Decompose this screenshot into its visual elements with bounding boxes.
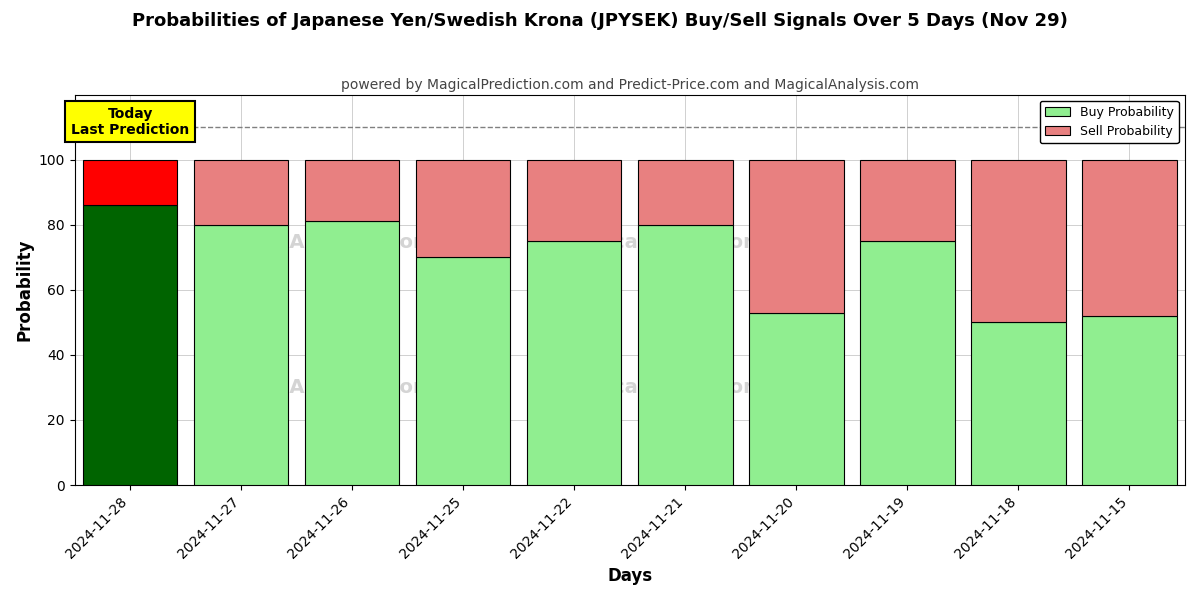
Text: Today
Last Prediction: Today Last Prediction [71,107,190,137]
Bar [416,257,510,485]
Bar [305,160,400,221]
Bar [860,241,955,485]
Text: Probabilities of Japanese Yen/Swedish Krona (JPYSEK) Buy/Sell Signals Over 5 Day: Probabilities of Japanese Yen/Swedish Kr… [132,12,1068,30]
Bar [860,160,955,241]
Bar [638,160,732,225]
Bar [83,160,178,205]
Bar [416,160,510,257]
X-axis label: Days: Days [607,567,653,585]
Bar [194,160,288,225]
Text: MagicalAnalysis.com: MagicalAnalysis.com [205,378,433,397]
Bar [749,160,844,313]
Bar [83,205,178,485]
Bar [305,221,400,485]
Text: MagicalPrediction.com: MagicalPrediction.com [560,378,810,397]
Bar [638,225,732,485]
Legend: Buy Probability, Sell Probability: Buy Probability, Sell Probability [1040,101,1178,143]
Text: MagicalPrediction.com: MagicalPrediction.com [560,233,810,253]
Bar [749,313,844,485]
Bar [527,241,622,485]
Bar [194,225,288,485]
Title: powered by MagicalPrediction.com and Predict-Price.com and MagicalAnalysis.com: powered by MagicalPrediction.com and Pre… [341,78,919,92]
Bar [971,160,1066,322]
Bar [1082,316,1177,485]
Bar [971,322,1066,485]
Text: MagicalAnalysis.com: MagicalAnalysis.com [205,233,433,253]
Bar [1082,160,1177,316]
Y-axis label: Probability: Probability [16,239,34,341]
Bar [527,160,622,241]
